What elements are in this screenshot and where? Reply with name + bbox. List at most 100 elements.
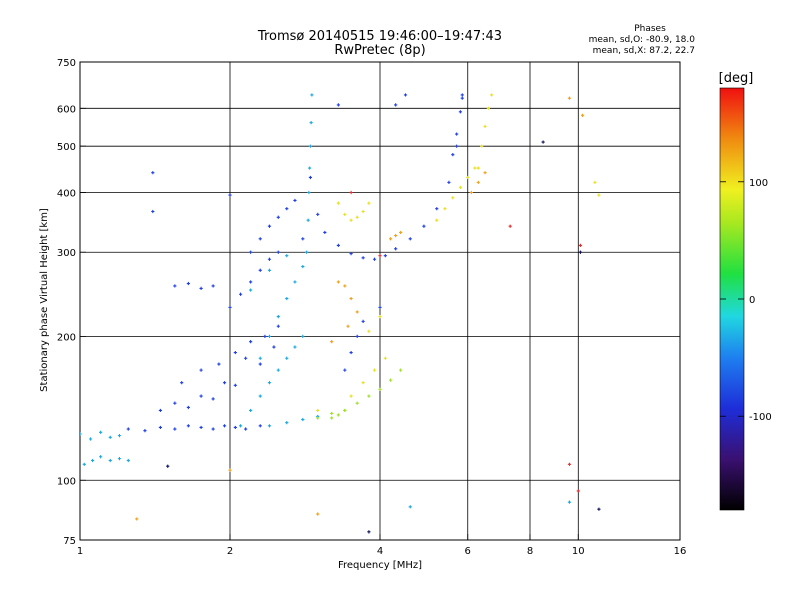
data-point: [378, 305, 382, 309]
data-point: [301, 264, 305, 269]
data-point: [483, 171, 487, 175]
data-point: [343, 212, 347, 216]
data-point: [305, 250, 309, 254]
data-point: [355, 310, 359, 314]
data-point: [211, 427, 215, 431]
data-point: [388, 378, 393, 382]
data-point: [238, 292, 243, 296]
data-point: [455, 132, 459, 136]
data-point: [372, 257, 377, 261]
data-point: [117, 434, 122, 438]
data-point: [263, 334, 267, 338]
data-point: [199, 425, 203, 430]
data-point: [228, 193, 232, 197]
data-point: [199, 394, 203, 398]
data-point: [458, 110, 463, 114]
x-tick-label: 10: [572, 546, 585, 557]
data-point: [285, 421, 289, 425]
data-point: [151, 209, 155, 214]
data-point: [285, 207, 289, 211]
chart-subtitle: RwPretec (8p): [334, 43, 425, 58]
phases-o-stats: mean, sd,O: -80.9, 18.0: [589, 35, 696, 45]
data-point: [394, 247, 398, 251]
data-point: [258, 424, 262, 428]
data-point: [258, 362, 262, 366]
data-point: [361, 256, 365, 260]
data-point: [316, 408, 320, 413]
data-point: [578, 243, 583, 248]
y-axis-label: Stationary phase Virtual Height [km]: [39, 208, 50, 392]
data-point: [301, 237, 305, 241]
x-tick-label: 16: [674, 546, 687, 557]
data-point: [336, 413, 340, 417]
data-point: [473, 166, 477, 170]
colorbar-tick-label: 100: [749, 178, 768, 189]
y-tick-label: 75: [63, 536, 76, 547]
data-point: [276, 250, 280, 254]
data-point: [135, 517, 139, 521]
data-point: [435, 207, 439, 211]
x-tick-label: 8: [527, 546, 533, 557]
data-point: [336, 280, 340, 284]
data-point: [186, 281, 190, 286]
x-tick-label: 1: [77, 546, 83, 557]
data-point: [443, 207, 447, 211]
data-point: [346, 324, 350, 328]
data-point: [435, 218, 439, 222]
data-point: [388, 237, 393, 241]
data-point: [306, 218, 310, 222]
data-point: [330, 411, 334, 416]
data-point: [476, 180, 480, 184]
data-point: [349, 252, 353, 256]
data-point: [408, 237, 412, 241]
data-point: [301, 334, 305, 338]
data-point: [267, 268, 272, 272]
data-point: [307, 190, 311, 195]
data-point: [451, 153, 455, 157]
y-tick-label: 100: [57, 476, 76, 487]
colorbar-ticks: 100 0 -100: [720, 178, 772, 423]
data-point: [244, 427, 248, 431]
data-point: [355, 334, 359, 338]
data-point: [238, 424, 243, 428]
data-point: [301, 417, 305, 422]
data-point: [267, 334, 272, 338]
data-point: [285, 254, 289, 258]
chart-title: Tromsø 20140515 19:46:00–19:47:43: [257, 29, 502, 44]
data-point: [330, 340, 334, 344]
data-point: [267, 381, 272, 385]
data-point: [367, 394, 371, 398]
data-point: [378, 315, 382, 319]
x-tick-label: 2: [227, 546, 233, 557]
data-point: [222, 381, 227, 385]
data-point: [476, 166, 480, 170]
data-point: [378, 254, 382, 258]
data-point: [310, 93, 314, 97]
data-point: [258, 356, 262, 360]
data-point: [276, 315, 280, 319]
data-point: [567, 462, 572, 466]
y-tick-label: 500: [57, 142, 76, 153]
data-point: [593, 180, 597, 184]
data-point: [355, 401, 359, 405]
data-point: [367, 530, 371, 534]
y-tick-label: 600: [57, 104, 76, 115]
data-point: [108, 458, 112, 463]
data-point: [383, 356, 387, 360]
data-point: [490, 93, 494, 97]
data-point: [117, 457, 122, 461]
data-point: [580, 113, 585, 117]
data-point: [267, 257, 272, 261]
data-point: [567, 96, 572, 100]
data-point: [330, 416, 334, 420]
data-point: [276, 215, 280, 219]
data-point: [126, 458, 130, 463]
data-point: [80, 432, 82, 436]
data-point: [597, 507, 601, 511]
data-point: [466, 175, 470, 180]
data-point: [403, 93, 408, 97]
data-point: [349, 190, 353, 195]
data-point: [249, 340, 253, 344]
data-point: [460, 93, 464, 97]
axis-ticks: 1 2 4 6 8 10 16 75 100 200 300 400 500 600 750: [57, 58, 686, 557]
